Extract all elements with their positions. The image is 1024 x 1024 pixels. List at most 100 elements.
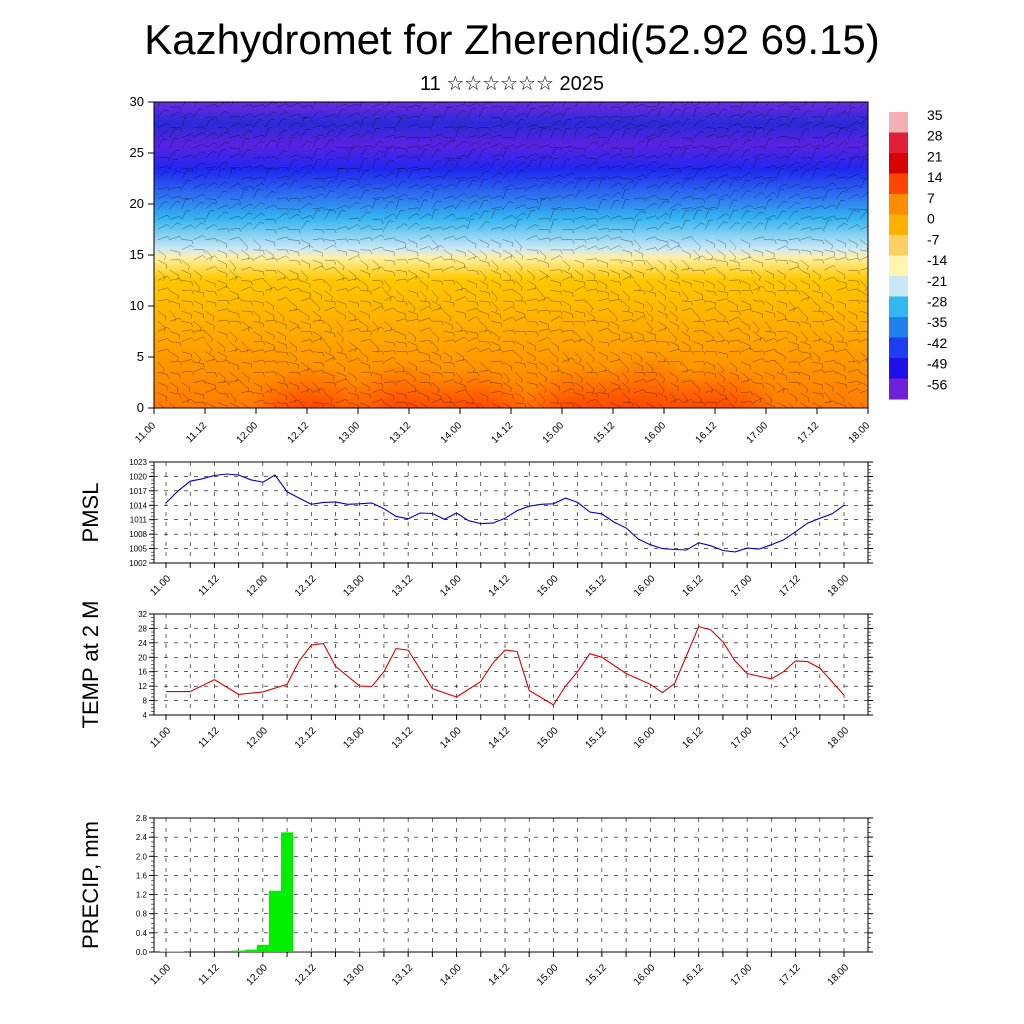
temp-x-tick-2: 12.00 xyxy=(245,725,271,751)
precip-x-tick-12: 17.00 xyxy=(729,962,755,988)
temp-y-tick-2: 12 xyxy=(138,682,147,691)
colorbar-swatch-2 xyxy=(889,153,908,174)
precip-x-tick-0: 11.00 xyxy=(148,962,173,987)
colorbar-swatch-1 xyxy=(889,132,908,154)
pmsl-x-tick-9: 15.12 xyxy=(584,573,610,599)
warm-area-5 xyxy=(663,333,774,408)
heat-x-tick-9: 15.12 xyxy=(592,420,618,446)
temp-y-axis-label: TEMP at 2 M xyxy=(78,601,103,729)
heat-x-tick-6: 14.00 xyxy=(439,420,465,446)
pmsl-series-line xyxy=(165,473,845,553)
precip-x-tick-11: 16.12 xyxy=(680,962,706,988)
temp-y-tick-5: 24 xyxy=(138,639,147,648)
precip-x-tick-8: 15.00 xyxy=(535,962,561,988)
precip-bar-8 xyxy=(305,951,318,952)
heat-y-tick-0: 0 xyxy=(137,400,144,415)
temp-x-tick-14: 18.00 xyxy=(826,725,852,751)
pmsl-x-tick-7: 14.12 xyxy=(487,573,513,599)
precip-x-tick-4: 13.00 xyxy=(341,962,367,988)
colorbar-swatch-13 xyxy=(889,378,908,400)
precip-x-tick-10: 16.00 xyxy=(632,962,658,988)
colorbar-swatch-3 xyxy=(889,173,908,195)
temp-x-tick-10: 16.00 xyxy=(632,725,658,751)
heat-y-tick-25: 25 xyxy=(130,145,144,160)
heatmap-x-axis: 11.00 11.12 12.00 12.12 13.00 13.12 14.00 14.12… xyxy=(133,408,872,446)
colorbar-label-13: -56 xyxy=(927,376,947,392)
precip-x-tick-3: 12.12 xyxy=(293,962,319,988)
pmsl-y-tick-6: 1020 xyxy=(129,472,147,481)
pmsl-x-tick-1: 11.12 xyxy=(197,573,222,598)
colorbar-swatch-12 xyxy=(889,358,908,379)
colorbar-label-10: -35 xyxy=(927,314,947,330)
precip-bar-7 xyxy=(293,951,306,952)
temp-x-tick-8: 15.00 xyxy=(535,725,561,751)
temp-y-tick-0: 4 xyxy=(143,711,148,720)
colorbar-swatch-7 xyxy=(889,255,908,277)
colorbar-label-12: -49 xyxy=(927,356,947,372)
colorbar-swatch-5 xyxy=(889,214,908,236)
precip-y-tick-0: 0.0 xyxy=(136,948,148,957)
colorbar-label-1: 28 xyxy=(927,128,943,144)
colorbar-label-11: -42 xyxy=(927,335,947,351)
precip-x-tick-7: 14.12 xyxy=(487,962,513,988)
chart-subtitle: 11 ☆☆☆☆☆☆ 2025 xyxy=(420,73,604,95)
temp-x-tick-5: 13.12 xyxy=(390,725,416,751)
pmsl-x-tick-4: 13.00 xyxy=(341,573,367,599)
colorbar-label-5: 0 xyxy=(927,211,935,227)
pmsl-x-tick-3: 12.12 xyxy=(293,573,319,599)
colorbar-label-9: -28 xyxy=(927,293,947,309)
temp-x-tick-9: 15.12 xyxy=(584,725,610,751)
pmsl-x-tick-8: 15.00 xyxy=(535,573,561,599)
heatmap-panel: 0 5 10 15 20 25 30 11.00 11.12 12.00 12.12 13.00 13… xyxy=(130,94,873,446)
precip-frame xyxy=(153,817,869,953)
heat-y-tick-5: 5 xyxy=(137,349,144,364)
precip-y-tick-1: 0.4 xyxy=(136,929,148,938)
pmsl-x-tick-11: 16.12 xyxy=(680,573,706,599)
temp-x-tick-13: 17.12 xyxy=(777,725,803,751)
pmsl-x-tick-6: 14.00 xyxy=(438,573,464,599)
colorbar-swatch-9 xyxy=(889,296,908,318)
colorbar-swatch-11 xyxy=(889,337,908,359)
pmsl-x-tick-2: 12.00 xyxy=(245,573,271,599)
temp-x-tick-6: 14.00 xyxy=(438,725,464,751)
precip-y-tick-3: 1.2 xyxy=(136,891,148,900)
precip-bar-6 xyxy=(281,832,294,952)
heat-y-tick-20: 20 xyxy=(130,196,144,211)
temp-x-tick-7: 14.12 xyxy=(487,725,513,751)
pmsl-y-tick-5: 1017 xyxy=(129,487,147,496)
colorbar-swatch-10 xyxy=(889,317,908,338)
colorbar-label-7: -14 xyxy=(927,252,947,268)
heat-x-tick-8: 15.00 xyxy=(541,420,567,446)
heatmap-y-axis: 0 5 10 15 20 25 30 xyxy=(130,94,154,415)
precip-bar-4 xyxy=(256,944,269,952)
precip-x-tick-13: 17.12 xyxy=(777,962,803,988)
chart-title: Kazhydromet for Zherendi(52.92 69.15) xyxy=(144,16,880,63)
heat-y-tick-10: 10 xyxy=(130,298,144,313)
heat-x-tick-4: 13.00 xyxy=(337,420,363,446)
temp-y-tick-3: 16 xyxy=(138,668,147,677)
temp-frame xyxy=(153,613,869,716)
heat-y-tick-15: 15 xyxy=(130,247,144,262)
precip-x-tick-6: 14.00 xyxy=(438,962,464,988)
pmsl-x-tick-14: 18.00 xyxy=(826,573,852,599)
colorbar-label-3: 14 xyxy=(927,169,943,185)
temp-x-tick-0: 11.00 xyxy=(148,725,173,750)
pmsl-y-tick-3: 1011 xyxy=(130,516,148,525)
precip-y-tick-5: 2.0 xyxy=(136,852,148,861)
pmsl-x-tick-12: 17.00 xyxy=(729,573,755,599)
heat-x-tick-3: 12.12 xyxy=(286,420,312,446)
precip-bar-5 xyxy=(268,890,282,952)
heat-x-tick-7: 14.12 xyxy=(490,420,516,446)
heat-x-tick-13: 17.12 xyxy=(796,420,822,446)
temp-x-tick-4: 13.00 xyxy=(341,725,367,751)
heat-y-tick-30: 30 xyxy=(130,94,144,109)
precip-y-tick-2: 0.8 xyxy=(136,910,148,919)
temp-x-tick-3: 12.12 xyxy=(293,725,319,751)
temp-y-tick-7: 32 xyxy=(138,610,147,619)
precip-bar-2 xyxy=(232,950,245,952)
precip-x-tick-2: 12.00 xyxy=(245,962,271,988)
temp-series-line xyxy=(166,625,845,706)
colorbar-label-4: 7 xyxy=(927,190,935,206)
colorbar-label-0: 35 xyxy=(927,107,943,123)
